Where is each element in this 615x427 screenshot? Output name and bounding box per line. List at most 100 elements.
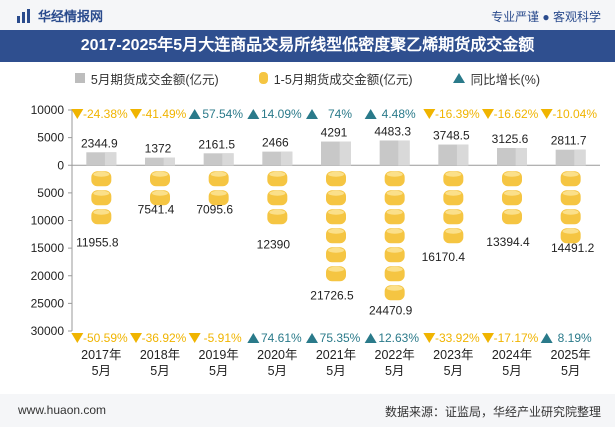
down-triangle-icon: [482, 333, 494, 343]
yoy-cumulative-label: 12.63%: [378, 331, 419, 345]
monthly-bar-shade: [339, 141, 351, 166]
monthly-value-label: 3125.6: [492, 132, 529, 146]
cumulative-value-label: 7541.4: [138, 202, 175, 216]
coin-highlight: [386, 209, 403, 215]
up-triangle-icon: [247, 333, 260, 343]
legend-monthly: 5月期货成交金额(亿元): [74, 69, 219, 88]
legend-monthly-label: 5月期货成交金额(亿元): [90, 72, 219, 87]
monthly-bar-shade: [280, 151, 293, 166]
coin-highlight: [504, 209, 520, 215]
x-tick-label-year: 2025年: [551, 348, 591, 362]
yoy-cumulative-label: 74.61%: [261, 331, 302, 345]
x-tick-label-month: 5月: [326, 364, 345, 378]
footer-source: 数据来源：证监局，华经产业研究院整理: [384, 405, 601, 419]
coin-highlight: [386, 190, 403, 196]
footer: www.huaon.com 数据来源：证监局，华经产业研究院整理: [0, 394, 615, 427]
yoy-monthly-label: 74%: [328, 107, 352, 121]
coin-highlight: [269, 190, 286, 196]
coin-highlight: [328, 209, 344, 215]
monthly-value-label: 2161.5: [198, 137, 235, 151]
x-tick-label-year: 2024年: [492, 348, 532, 362]
square-icon: [74, 73, 85, 83]
coin-highlight: [93, 171, 110, 177]
footer-website[interactable]: www.huaon.com: [18, 403, 107, 417]
monthly-bar-shade: [515, 147, 527, 166]
coin-highlight: [445, 171, 462, 177]
y-tick-label: 30000: [31, 324, 65, 338]
chart-canvas: 10000 5000 0 5000 10000 15000 20000 25000 30000 2…: [31, 103, 600, 378]
up-triangle-icon: [364, 109, 377, 119]
yoy-monthly-label: -24.38%: [83, 107, 128, 121]
coin-highlight: [562, 209, 579, 215]
monthly-bar-shade: [104, 152, 117, 166]
yoy-monthly-label: 4.48%: [382, 107, 416, 121]
yoy-monthly-label: -16.39%: [435, 107, 480, 121]
coin-highlight: [93, 190, 110, 196]
monthly-bar: [145, 157, 175, 166]
monthly-bar: [203, 153, 234, 166]
coin-highlight: [210, 171, 227, 177]
tagline: 专业严谨 ● 客观科学: [491, 10, 601, 24]
monthly-value-label: 4483.3: [374, 124, 411, 138]
cumulative-value-label: 14491.2: [551, 241, 595, 255]
coin-highlight: [504, 190, 520, 196]
coin-highlight: [269, 171, 286, 177]
monthly-bar-shade: [398, 140, 410, 166]
coin-highlight: [445, 190, 462, 196]
up-triangle-icon: [306, 109, 318, 119]
cumulative-value-label: 13394.4: [486, 235, 530, 249]
coin-highlight: [445, 228, 462, 234]
yoy-cumulative-label: -50.59%: [83, 331, 128, 345]
coin-highlight: [328, 171, 344, 177]
monthly-bar-shade: [574, 149, 586, 166]
legend-cumulative: 1-5月期货成交金额(亿元): [258, 69, 413, 88]
y-tick-label: 5000: [37, 131, 64, 145]
yoy-monthly-label: 14.09%: [261, 107, 302, 121]
chart-title: 2017-2025年5月大连商品交易所线型低密度聚乙烯期货成交金额: [0, 30, 615, 62]
coin-icon: [258, 72, 268, 84]
monthly-bar-shade: [222, 153, 234, 166]
x-tick-label-year: 2020年: [257, 348, 297, 362]
down-triangle-icon: [482, 109, 494, 119]
coin-highlight: [562, 171, 579, 177]
monthly-value-label: 2344.9: [81, 136, 118, 150]
yoy-monthly-label: -10.04%: [552, 107, 597, 121]
down-triangle-icon: [188, 333, 201, 343]
yoy-monthly-label: -41.49%: [142, 107, 187, 121]
down-triangle-icon: [423, 109, 436, 119]
monthly-value-label: 2466: [262, 136, 289, 150]
yoy-monthly-label: 57.54%: [202, 107, 243, 121]
coin-highlight: [328, 247, 344, 253]
down-triangle-icon: [540, 109, 553, 119]
cumulative-value-label: 12390: [257, 238, 291, 252]
yoy-cumulative-label: -33.92%: [435, 331, 480, 345]
coin-highlight: [386, 171, 403, 177]
triangle-icon: [452, 73, 465, 83]
monthly-bar-shade: [456, 144, 469, 166]
y-tick-label: 20000: [31, 269, 65, 283]
monthly-value-label: 3748.5: [433, 129, 470, 143]
x-tick-label-month: 5月: [268, 364, 287, 378]
coin-highlight: [386, 285, 403, 291]
x-tick-label-month: 5月: [209, 364, 228, 378]
y-tick-label: 5000: [37, 186, 64, 200]
up-triangle-icon: [540, 333, 553, 343]
x-tick-label-month: 5月: [502, 364, 521, 378]
coin-highlight: [328, 190, 344, 196]
yoy-cumulative-label: 8.19%: [558, 331, 592, 345]
coin-highlight: [328, 228, 344, 234]
cumulative-value-label: 11955.8: [76, 235, 119, 249]
brand-name: 华经情报网: [38, 9, 104, 24]
coin-highlight: [504, 171, 520, 177]
coin-highlight: [210, 190, 227, 196]
coin-highlight: [93, 209, 110, 215]
coin-highlight: [445, 209, 462, 215]
brand[interactable]: 华经情报网: [16, 6, 103, 25]
y-tick-label: 25000: [31, 296, 65, 310]
cumulative-value-label: 16170.4: [422, 250, 466, 264]
coin-highlight: [269, 209, 286, 215]
legend-yoy-label: 同比增长(%): [470, 72, 541, 87]
y-tick-label: 10000: [31, 103, 65, 117]
yoy-cumulative-label: -36.92%: [142, 331, 187, 345]
up-triangle-icon: [188, 109, 201, 119]
